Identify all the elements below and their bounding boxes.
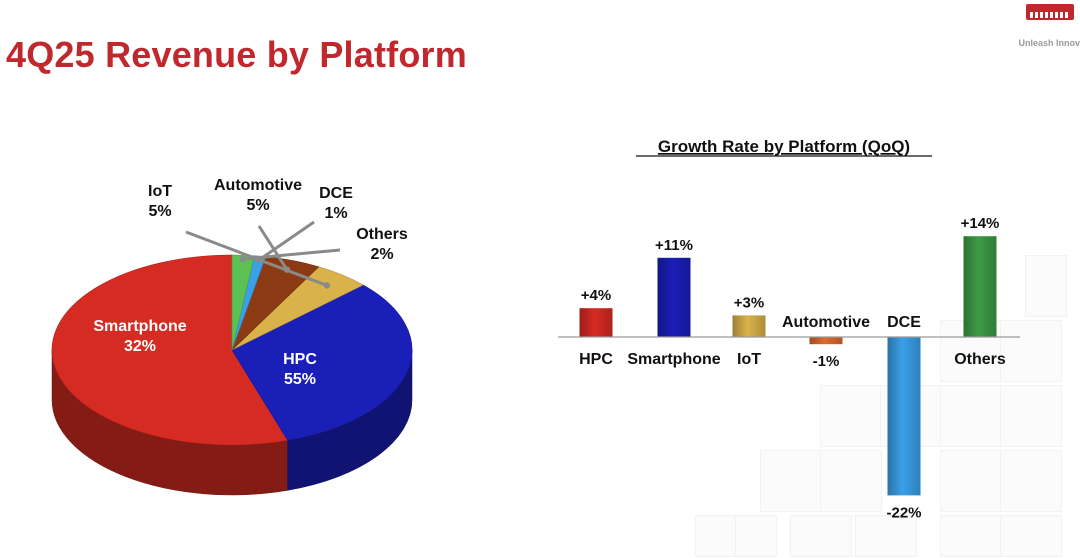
pie-label-smartphone: Smartphone 32%: [93, 318, 186, 355]
bar-category-others: Others: [954, 351, 1006, 368]
bar-value-automotive: -1%: [813, 353, 840, 370]
logo-mark-icon: [1026, 4, 1074, 20]
bar-category-dce: DCE: [887, 314, 921, 331]
pie-slices: [51, 254, 413, 446]
pie-label-automotive: Automotive 5%: [214, 177, 302, 214]
bar-automotive: [809, 337, 843, 345]
pie-slice-hpc: [51, 254, 289, 446]
pie-labels: HPC 55% Smartphone 32% IoT 5% Automotive 5% DCE 1…: [93, 177, 408, 388]
pie-label-hpc: HPC 55%: [283, 351, 317, 388]
bar-others: [963, 236, 997, 337]
slide-title: 4Q25 Revenue by Platform: [6, 34, 467, 75]
bar-smartphone: [657, 257, 691, 337]
pie-label-others: Others 2%: [356, 226, 408, 263]
pie-leader-others: [242, 248, 341, 261]
bar-category-smartphone: Smartphone: [627, 351, 720, 368]
bar-value-others: +14%: [961, 215, 1000, 232]
bar-chart-title: Growth Rate by Platform (QoQ): [658, 137, 910, 156]
pie-slice-smartphone: [231, 284, 413, 441]
pie-leader-dot-iot: [323, 282, 331, 289]
logo-tagline: Unleash Innov: [1018, 38, 1080, 48]
bar-category-hpc: HPC: [579, 351, 613, 368]
bar-value-hpc: +4%: [581, 287, 611, 304]
company-logo: Unleash Innov: [1000, 4, 1080, 50]
bar-value-dce: -22%: [886, 504, 921, 521]
bar-category-automotive: Automotive: [782, 314, 870, 331]
bar-dce: [887, 337, 921, 496]
pie-leader-automotive: [257, 225, 289, 271]
bar-hpc: [579, 308, 613, 337]
pie-leader-dce: [258, 220, 315, 262]
pie-label-dce: DCE 1%: [319, 185, 353, 222]
bar-value-smartphone: +11%: [655, 237, 693, 254]
bar-category-iot: IoT: [737, 351, 761, 368]
pie-leader-dot-automotive: [283, 266, 291, 273]
pie-label-iot: IoT 5%: [148, 183, 172, 220]
pie-leader-dot-others: [239, 255, 247, 263]
bar-iot: [732, 315, 766, 337]
bar-value-iot: +3%: [734, 294, 764, 311]
